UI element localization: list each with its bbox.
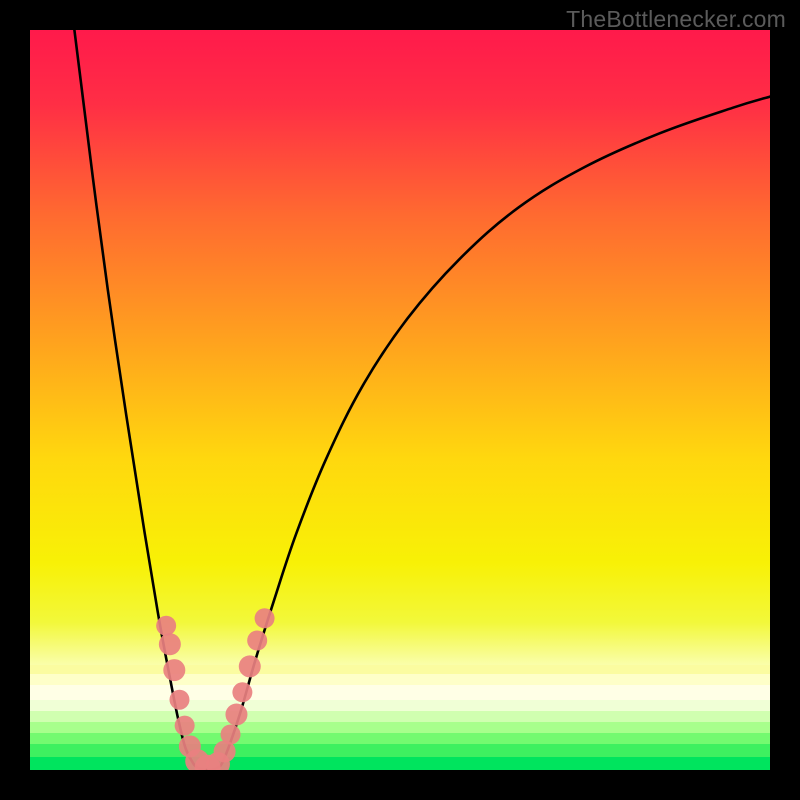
data-spot <box>239 655 261 677</box>
watermark-text: TheBottlenecker.com <box>566 6 786 33</box>
data-spot <box>169 690 189 710</box>
data-spot <box>175 716 195 736</box>
data-spot <box>163 659 185 681</box>
data-spot <box>156 616 176 636</box>
bottleneck-curve <box>74 30 770 770</box>
curve-layer <box>30 30 770 770</box>
data-spot <box>159 633 181 655</box>
plot-area <box>30 30 770 770</box>
data-spot <box>255 608 275 628</box>
data-spot <box>247 631 267 651</box>
data-spot <box>225 704 247 726</box>
data-spot <box>221 724 241 744</box>
data-spot <box>232 682 252 702</box>
